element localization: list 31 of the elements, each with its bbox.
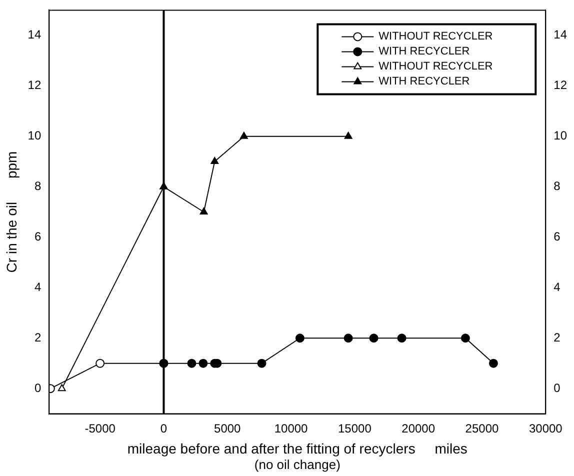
- y2-tick-label: 10: [554, 128, 568, 143]
- y-tick-label: 2: [34, 330, 42, 344]
- legend-label: WITHOUT RECYCLER: [378, 30, 493, 43]
- legend-label: WITHOUT RECYCLER: [378, 60, 493, 73]
- x-tick-label: 5000: [214, 421, 242, 436]
- legend-label: WITH RECYCLER: [378, 76, 470, 88]
- x-tick-label: 15000: [338, 421, 372, 436]
- x-tick-label: 0: [160, 421, 168, 436]
- x-tick-label: -5000: [84, 421, 116, 436]
- x-tick-label: 20000: [402, 421, 436, 436]
- y2-tick-label: 14: [554, 28, 568, 42]
- x-axis-title: mileage before and after the fitting of recyclers miles: [127, 440, 468, 456]
- y-axis-title: Cr in the oil ppm: [3, 151, 20, 273]
- y2-tick-label: 8: [554, 179, 561, 194]
- y2-tick-label: 4: [554, 280, 561, 294]
- y-tick-label: 8: [34, 179, 42, 194]
- y-tick-label: 0: [34, 380, 42, 395]
- x-tick-label: 25000: [465, 421, 500, 436]
- legend-label: WITH RECYCLER: [378, 46, 470, 58]
- x-tick-label: 30000: [528, 421, 563, 436]
- text: (no oil change): [254, 457, 340, 472]
- y2-tick-label: 0: [554, 380, 561, 395]
- y2-tick-label: 6: [554, 230, 561, 244]
- y-tick-label: 4: [34, 280, 42, 294]
- y2-tick-label: 12: [554, 78, 568, 92]
- y-tick-label: 10: [28, 128, 42, 143]
- y-tick-label: 14: [28, 28, 42, 42]
- x-tick-label: 10000: [274, 421, 308, 436]
- y-tick-label: 6: [34, 230, 42, 244]
- y-tick-label: 12: [28, 78, 42, 92]
- y2-tick-label: 2: [554, 330, 561, 344]
